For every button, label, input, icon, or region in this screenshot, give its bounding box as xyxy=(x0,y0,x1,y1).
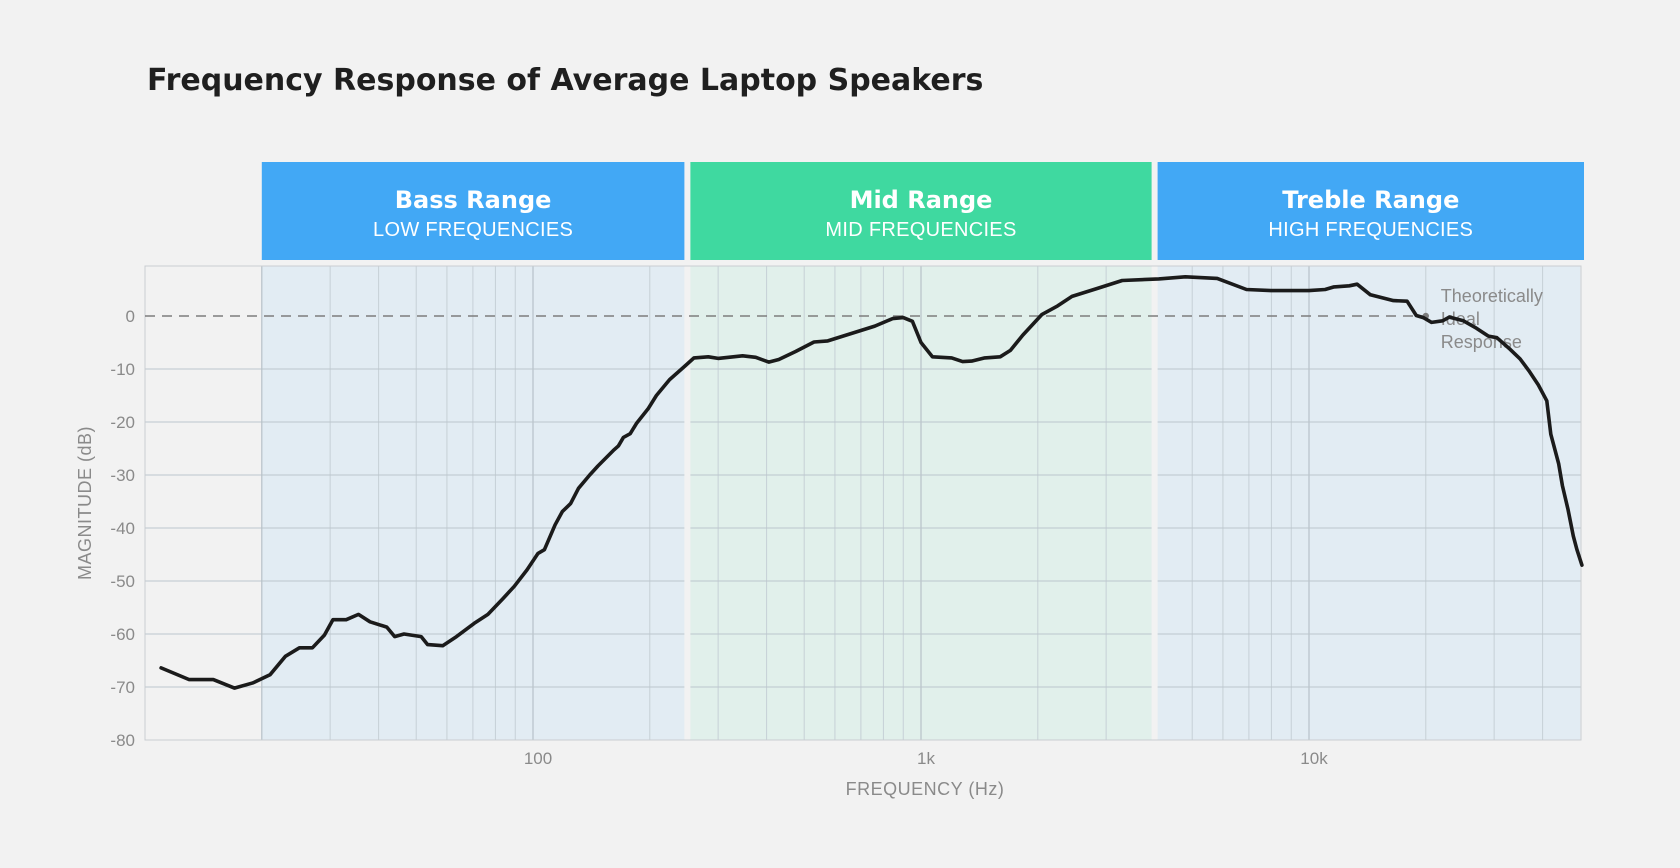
x-tick-label: 10k xyxy=(1300,749,1328,768)
x-tick-label: 1k xyxy=(917,749,935,768)
y-axis-title: MAGNITUDE (dB) xyxy=(75,426,95,580)
band-title: Bass Range xyxy=(395,186,552,214)
ideal-response-label: Response xyxy=(1441,332,1522,352)
series-layer xyxy=(159,275,1584,690)
band-header-1: Mid Range MID FREQUENCIES xyxy=(690,162,1152,260)
band-header-box xyxy=(261,162,685,260)
y-tick-label: -50 xyxy=(110,572,135,591)
y-tick-label: 0 xyxy=(126,307,135,326)
y-tick-label: -80 xyxy=(110,731,135,750)
y-tick-label: -30 xyxy=(110,466,135,485)
chart-title: Frequency Response of Average Laptop Spe… xyxy=(147,63,983,98)
band-separator xyxy=(1151,162,1158,740)
range-band-headers: Bass Range LOW FREQUENCIES Mid Range MID FR… xyxy=(261,162,1584,260)
x-tick-label: 100 xyxy=(524,749,552,768)
band-header-box xyxy=(1157,162,1584,260)
ideal-response-label: Theoretically xyxy=(1441,286,1543,306)
band-title: Treble Range xyxy=(1282,186,1459,214)
y-tick-label: -60 xyxy=(110,625,135,644)
band-title: Mid Range xyxy=(850,186,993,214)
band-header-0: Bass Range LOW FREQUENCIES xyxy=(261,162,685,260)
y-tick-label: -20 xyxy=(110,413,135,432)
y-tick-label: -10 xyxy=(110,360,135,379)
x-axis-title: FREQUENCY (Hz) xyxy=(846,779,1005,799)
band-header-box xyxy=(690,162,1152,260)
band-subtitle: LOW FREQUENCIES xyxy=(373,219,573,241)
band-subtitle: HIGH FREQUENCIES xyxy=(1268,219,1473,241)
y-axis-ticks: 0 -10 -20 -30 -40 -50 -60 -70 -80 xyxy=(110,307,135,750)
x-axis-ticks: 100 1k 10k xyxy=(524,749,1328,768)
band-fill-0 xyxy=(261,266,688,740)
band-separator xyxy=(684,162,691,740)
y-tick-label: -40 xyxy=(110,519,135,538)
response-curve-0 xyxy=(159,275,1584,690)
band-header-2: Treble Range HIGH FREQUENCIES xyxy=(1157,162,1584,260)
y-tick-label: -70 xyxy=(110,678,135,697)
plot-frame xyxy=(144,265,1582,741)
band-subtitle: MID FREQUENCIES xyxy=(825,219,1016,241)
band-fill-2 xyxy=(1154,266,1581,740)
